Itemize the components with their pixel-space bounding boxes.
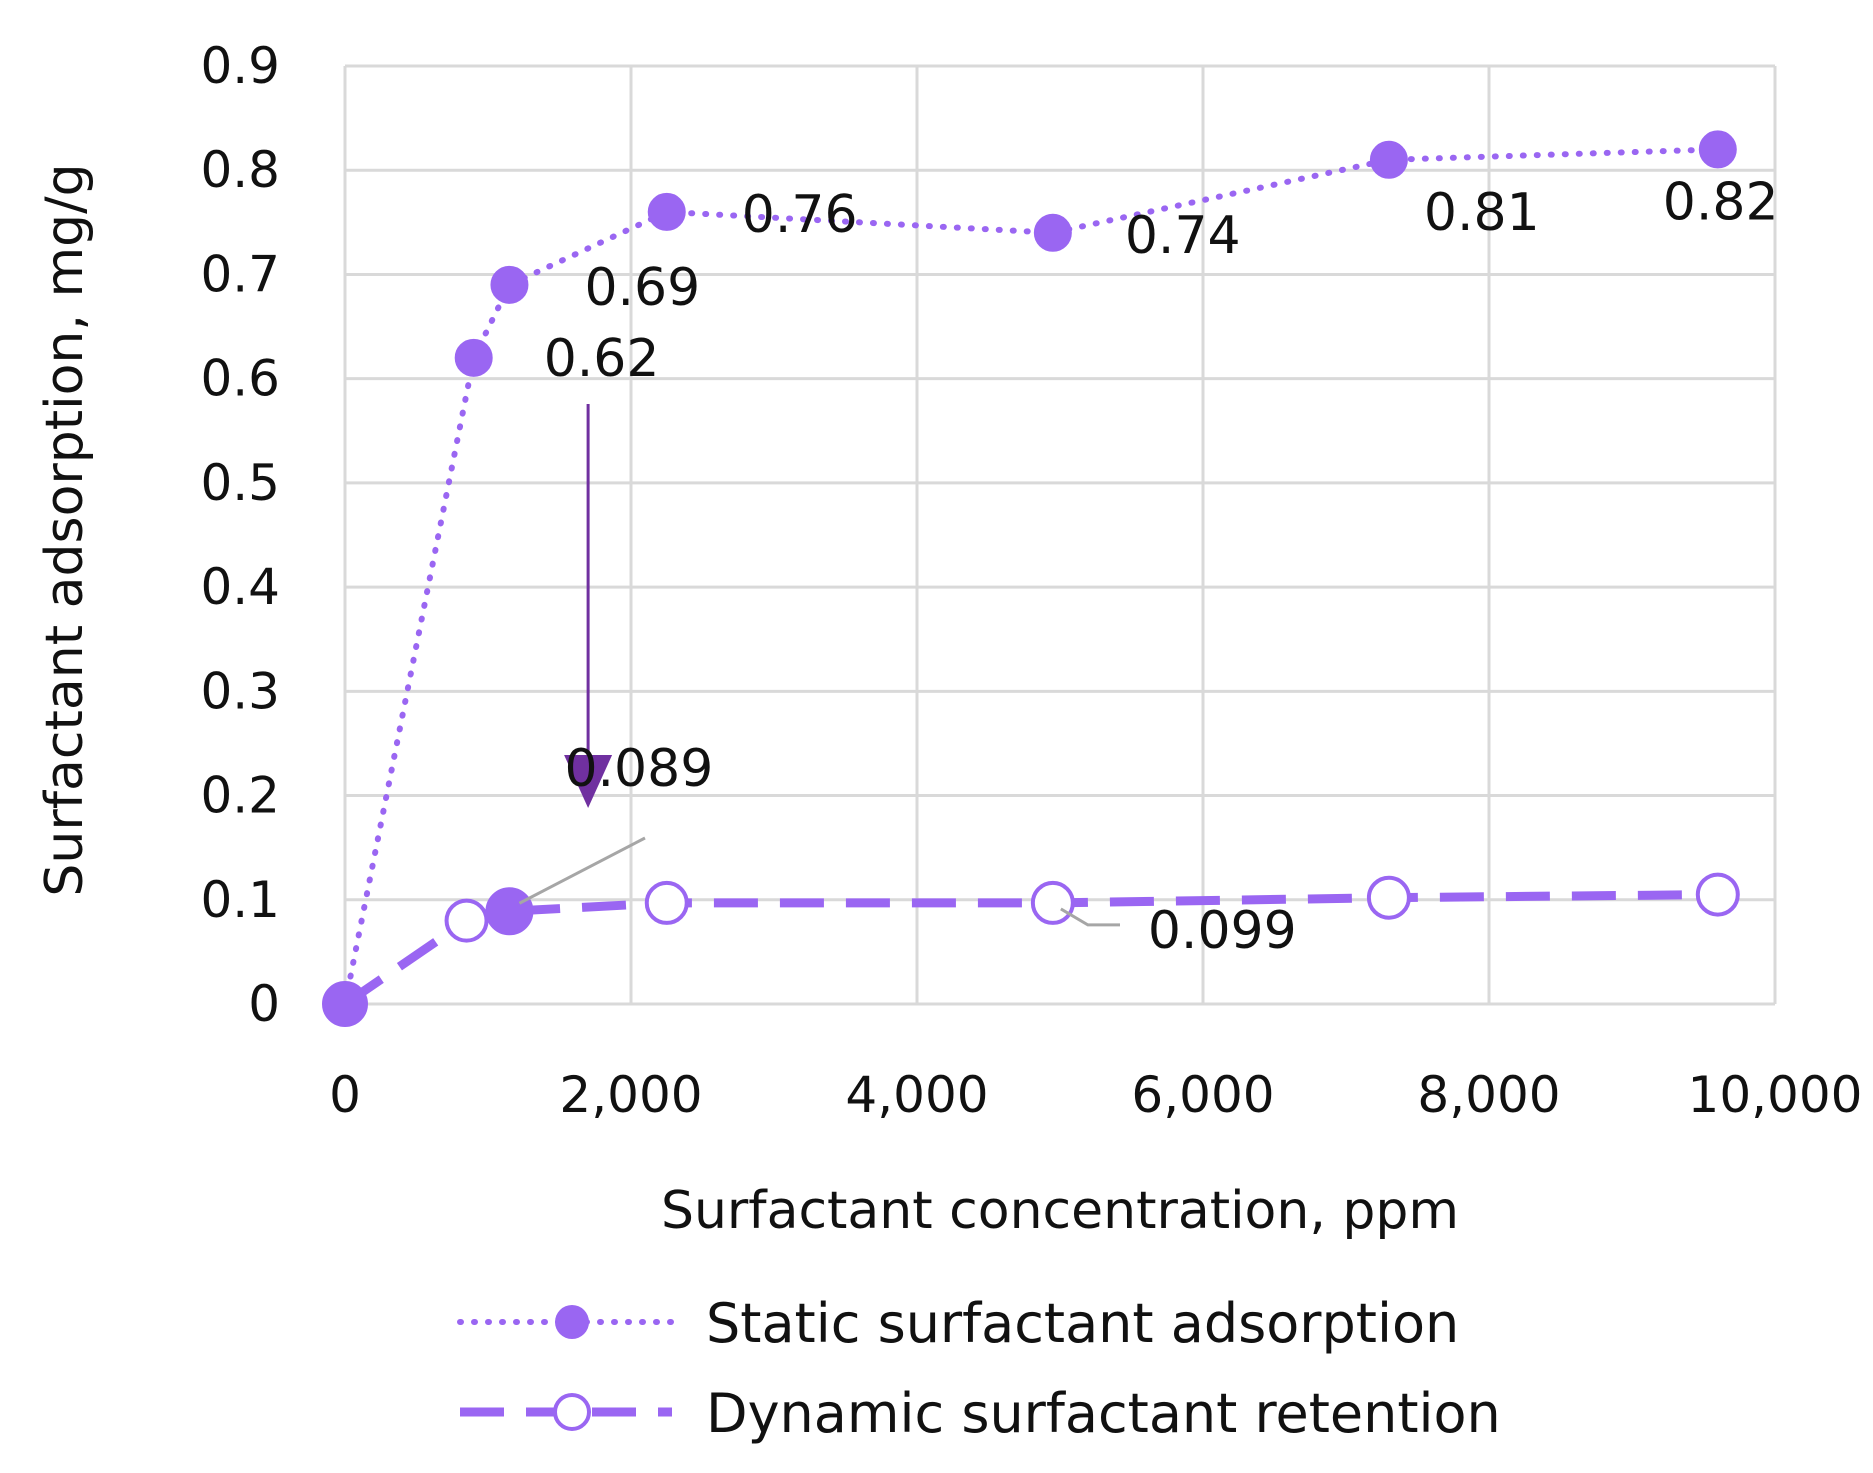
legend-dynamic-marker-icon: [553, 1393, 591, 1431]
dynamic-data-label: 0.089: [564, 739, 713, 799]
dynamic-point: [644, 880, 689, 925]
legend-item-static: Static surfactant adsorption: [457, 1292, 1459, 1355]
y-axis-title: Surfactant adsorption, mg/g: [35, 163, 95, 896]
x-tick-label: 6,000: [1131, 1066, 1274, 1124]
static-point: [490, 265, 529, 304]
static-point: [454, 338, 493, 377]
grid: [343, 64, 1777, 1006]
down-arrow-head-icon: [564, 755, 613, 808]
dynamic-point: [1030, 880, 1075, 925]
x-tick-label: 0: [329, 1066, 361, 1124]
annotations: [518, 404, 1120, 927]
static-data-label: 0.62: [544, 329, 660, 389]
dynamic-point: [444, 898, 489, 943]
axes: 0 0.1 0.2 0.3 0.4 0.5 0.6 0.7 0.8 0.9 0 2,000 4,000 6…: [200, 37, 1862, 1124]
static-point: [1698, 130, 1737, 169]
y-tick-label: 0.6: [200, 350, 280, 408]
legend: Static surfactant adsorption Dynamic sur…: [457, 1292, 1501, 1445]
static-point: [322, 981, 368, 1027]
dynamic-point: [1366, 875, 1411, 920]
dynamic-series-line: [342, 890, 1718, 1008]
static-data-label: 0.76: [742, 185, 858, 245]
legend-static-label: Static surfactant adsorption: [706, 1292, 1459, 1355]
dynamic-point-highlight: [485, 887, 534, 936]
static-point: [647, 192, 686, 231]
leader-line: [1060, 907, 1120, 927]
x-axis-title: Surfactant concentration, ppm: [661, 1181, 1459, 1241]
static-data-label: 0.74: [1125, 206, 1241, 266]
y-tick-label: 0.3: [200, 662, 280, 720]
x-tick-label: 8,000: [1417, 1066, 1560, 1124]
x-tick-label: 10,000: [1688, 1066, 1863, 1124]
x-tick-label: 4,000: [845, 1066, 988, 1124]
y-tick-label: 0.7: [200, 245, 280, 303]
legend-static-marker-icon: [555, 1305, 589, 1339]
leader-line: [518, 836, 646, 905]
y-tick-label: 0.5: [200, 454, 280, 512]
y-tick-label: 0: [248, 975, 280, 1033]
static-data-label: 0.82: [1663, 172, 1779, 232]
y-tick-label: 0.4: [200, 558, 280, 616]
dynamic-data-label: 0.099: [1148, 901, 1297, 961]
y-tick-label: 0.1: [200, 871, 280, 929]
static-series-line: [342, 146, 1721, 1007]
y-tick-label: 0.9: [200, 37, 280, 95]
legend-item-dynamic: Dynamic surfactant retention: [460, 1382, 1501, 1445]
static-point: [1033, 213, 1072, 252]
y-tick-label: 0.8: [200, 141, 280, 199]
legend-dynamic-label: Dynamic surfactant retention: [706, 1382, 1501, 1445]
series: [322, 130, 1740, 1027]
data-labels: 0.62 0.69 0.76 0.74 0.81 0.82 0.089 0.099: [544, 172, 1779, 961]
static-point: [1369, 140, 1408, 179]
y-tick-label: 0.2: [200, 767, 280, 825]
static-data-label: 0.69: [584, 258, 700, 318]
static-data-label: 0.81: [1424, 183, 1540, 243]
x-tick-label: 2,000: [559, 1066, 702, 1124]
dynamic-point: [1695, 872, 1740, 917]
